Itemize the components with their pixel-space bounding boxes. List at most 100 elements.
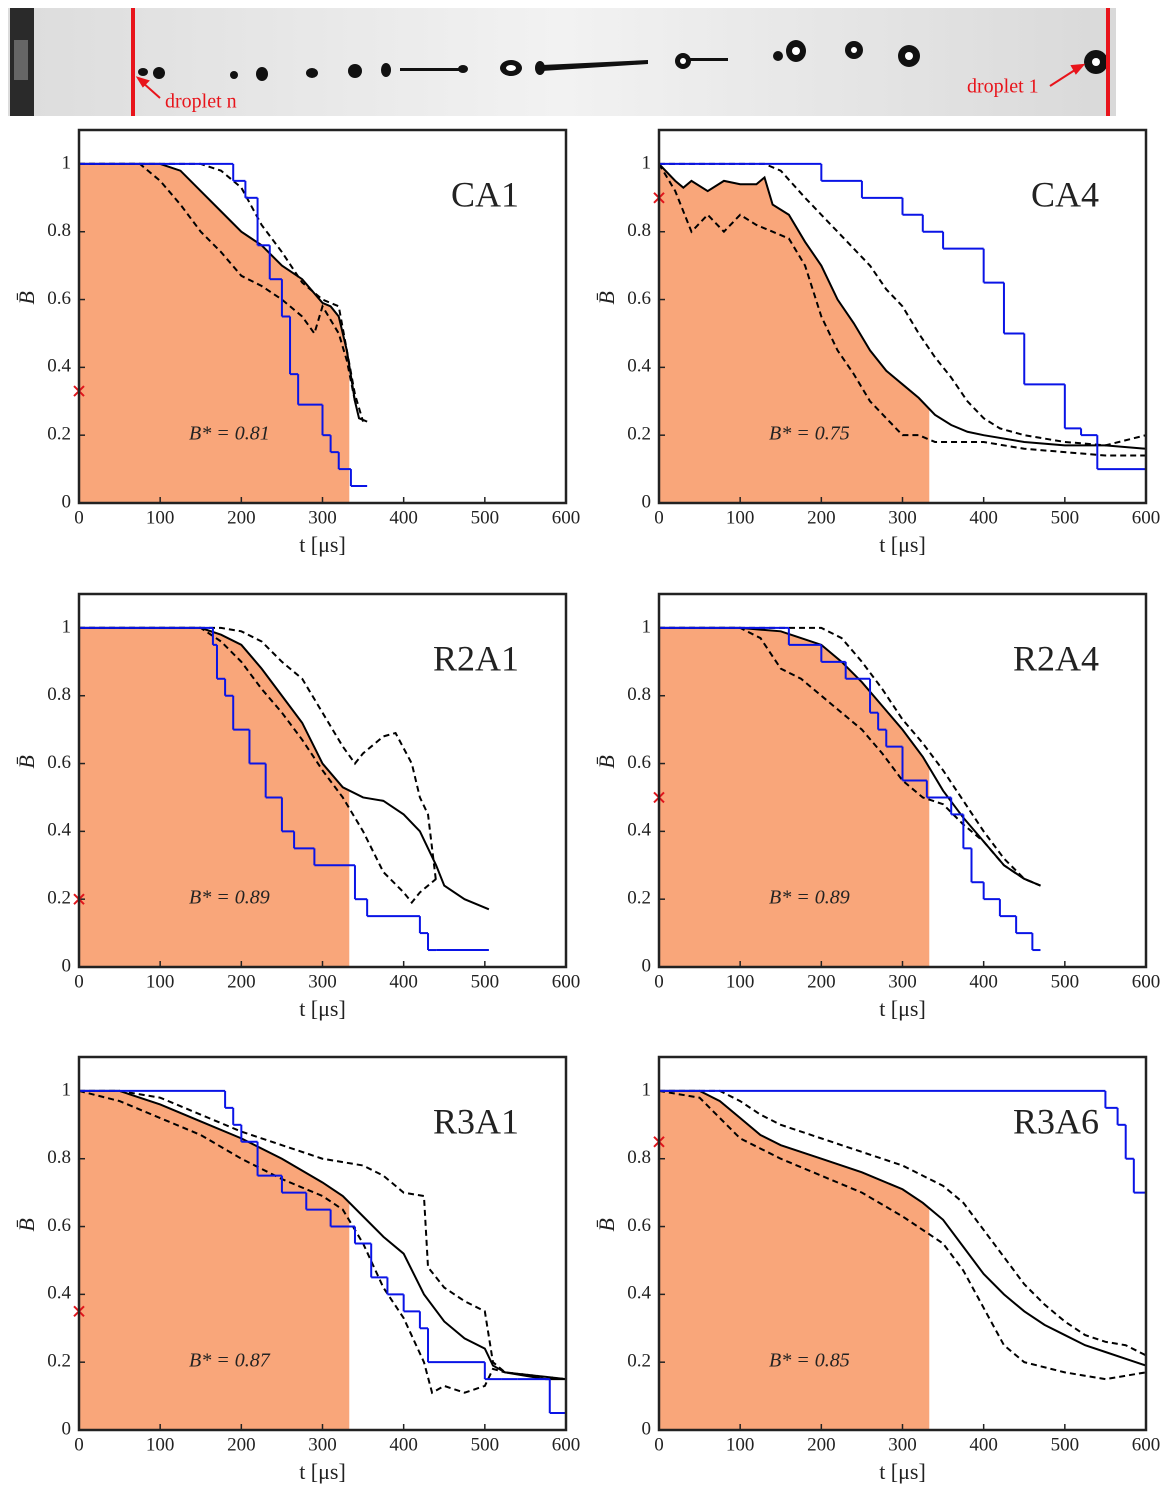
y-tick-label: 0.2 (627, 424, 651, 445)
x-tick-label: 400 (969, 1434, 998, 1455)
red-marker-line (131, 8, 135, 116)
line (79, 162, 368, 423)
x-tick-label: 300 (308, 1434, 337, 1455)
y-tick-label: 0 (642, 955, 652, 976)
y-tick-label: 1 (62, 152, 72, 173)
x-tick-label: 500 (1051, 971, 1080, 992)
x-tick-label: 200 (807, 1434, 836, 1455)
y-tick-label: 0.6 (627, 1215, 651, 1236)
arrows (135, 63, 1086, 99)
x-tick-label: 600 (552, 971, 581, 992)
y-tick-label: 0.2 (627, 888, 651, 909)
y-axis-label: B̄ (14, 1218, 39, 1231)
y-tick-label: 0.6 (47, 1215, 71, 1236)
annotation: B* = 0.87 (189, 1350, 271, 1372)
annotation: B* = 0.75 (769, 423, 850, 445)
plot-frame (657, 592, 1148, 969)
x-tick-label: 500 (471, 507, 500, 528)
x-tick-label: 200 (807, 507, 836, 528)
y-axis-label: B̄ (594, 291, 619, 304)
y-tick-label: 0.4 (627, 1283, 651, 1304)
x-tick-label: 200 (227, 507, 256, 528)
y-tick-label: 1 (642, 152, 652, 173)
dashed-line (78, 1089, 567, 1395)
droplet-highlights (506, 47, 1100, 71)
dashed-line (79, 1089, 567, 1381)
x-tick-label: 500 (471, 971, 500, 992)
y-tick-label: 0.8 (47, 684, 71, 705)
x-tick-label: 100 (726, 507, 755, 528)
chart-panel: 0 100 200 300 400 500 600 0 0.2 0.4 0.6 0.8 1 R2A4 B* … (594, 592, 1160, 1021)
chart-panel: 0 100 200 300 400 500 600 0 0.2 0.4 0.6 0.8 1 R3A6 B* … (594, 1055, 1161, 1484)
y-tick-label: 0.6 (627, 752, 651, 773)
y-axis-label: B̄ (594, 1218, 619, 1231)
x-tick-label: 600 (552, 1434, 581, 1455)
y-axis-label: B̄ (14, 755, 39, 768)
x-tick-label: 0 (74, 507, 84, 528)
x-tick-label: 400 (389, 1434, 418, 1455)
dashed-line (659, 626, 1041, 887)
droplet-label: droplet 1 (967, 76, 1039, 98)
x-tick-label: 600 (1132, 1434, 1161, 1455)
annotation: B* = 0.81 (189, 423, 270, 445)
y-tick-label: 1 (642, 616, 652, 637)
x-tick-label: 200 (227, 971, 256, 992)
dashed-line (79, 626, 438, 883)
x-tick-label: 300 (888, 507, 917, 528)
y-tick-label: 0.8 (47, 1147, 71, 1168)
x-tick-label: 400 (389, 971, 418, 992)
x-tick-label: 0 (654, 507, 664, 528)
red-marker-line (1106, 8, 1110, 116)
dashed-line (79, 626, 437, 905)
y-tick-label: 0.6 (627, 288, 651, 309)
shaded-area (659, 1090, 930, 1430)
chart-panel: 0 100 200 300 400 500 600 0 0.2 0.4 0.6 0.8 1 R3A1 B* … (14, 1055, 581, 1484)
strip-background (8, 8, 1116, 116)
y-tick-label: 0.2 (627, 1351, 651, 1372)
x-tick-label: 0 (74, 971, 84, 992)
x-tick-label: 400 (389, 507, 418, 528)
annotation: B* = 0.89 (769, 887, 850, 909)
plot-frame (77, 128, 568, 505)
plot-frame (657, 128, 1148, 505)
x-tick-label: 100 (146, 1434, 175, 1455)
x-tick-label: 300 (888, 1434, 917, 1455)
y-tick-label: 0 (62, 491, 72, 512)
y-tick-label: 0.2 (47, 1351, 71, 1372)
y-tick-label: 0 (642, 491, 652, 512)
x-axis-label: t [μs] (299, 532, 346, 557)
nozzle-detail (14, 40, 28, 80)
x-tick-label: 100 (146, 507, 175, 528)
plot-frame (77, 1055, 568, 1432)
dashed-line (659, 162, 1147, 447)
x-tick-label: 100 (726, 1434, 755, 1455)
annotation: B* = 0.89 (189, 887, 270, 909)
y-tick-label: 1 (62, 616, 72, 637)
x-tick-label: 200 (807, 971, 836, 992)
line (659, 1089, 1147, 1367)
y-tick-label: 1 (642, 1079, 652, 1100)
panel-label: CA4 (1031, 174, 1099, 214)
y-tick-label: 0.6 (47, 752, 71, 773)
x-tick-label: 600 (552, 507, 581, 528)
y-tick-label: 0 (62, 955, 72, 976)
y-tick-label: 0 (642, 1418, 652, 1439)
chart-panel: 0 100 200 300 400 500 600 0 0.2 0.4 0.6 0.8 1 CA4 B* =… (594, 128, 1161, 557)
panel-label: R3A6 (1013, 1101, 1099, 1141)
y-axis-label: B̄ (14, 291, 39, 304)
x-tick-label: 500 (1051, 507, 1080, 528)
x-tick-label: 100 (726, 971, 755, 992)
x-tick-label: 100 (146, 971, 175, 992)
shaded-area (659, 163, 930, 503)
annotation: B* = 0.85 (769, 1350, 850, 1372)
x-axis-label: t [μs] (879, 532, 926, 557)
dashed-line (79, 162, 356, 402)
droplet-strip: droplet n droplet 1 (8, 8, 1116, 116)
x-tick-label: 500 (1051, 1434, 1080, 1455)
x-tick-label: 600 (1132, 507, 1161, 528)
y-tick-label: 0.4 (627, 356, 651, 377)
x-tick-label: 400 (969, 971, 998, 992)
chart-panel: 0 100 200 300 400 500 600 0 0.2 0.4 0.6 0.8 1 R2A1 B* … (14, 592, 581, 1021)
